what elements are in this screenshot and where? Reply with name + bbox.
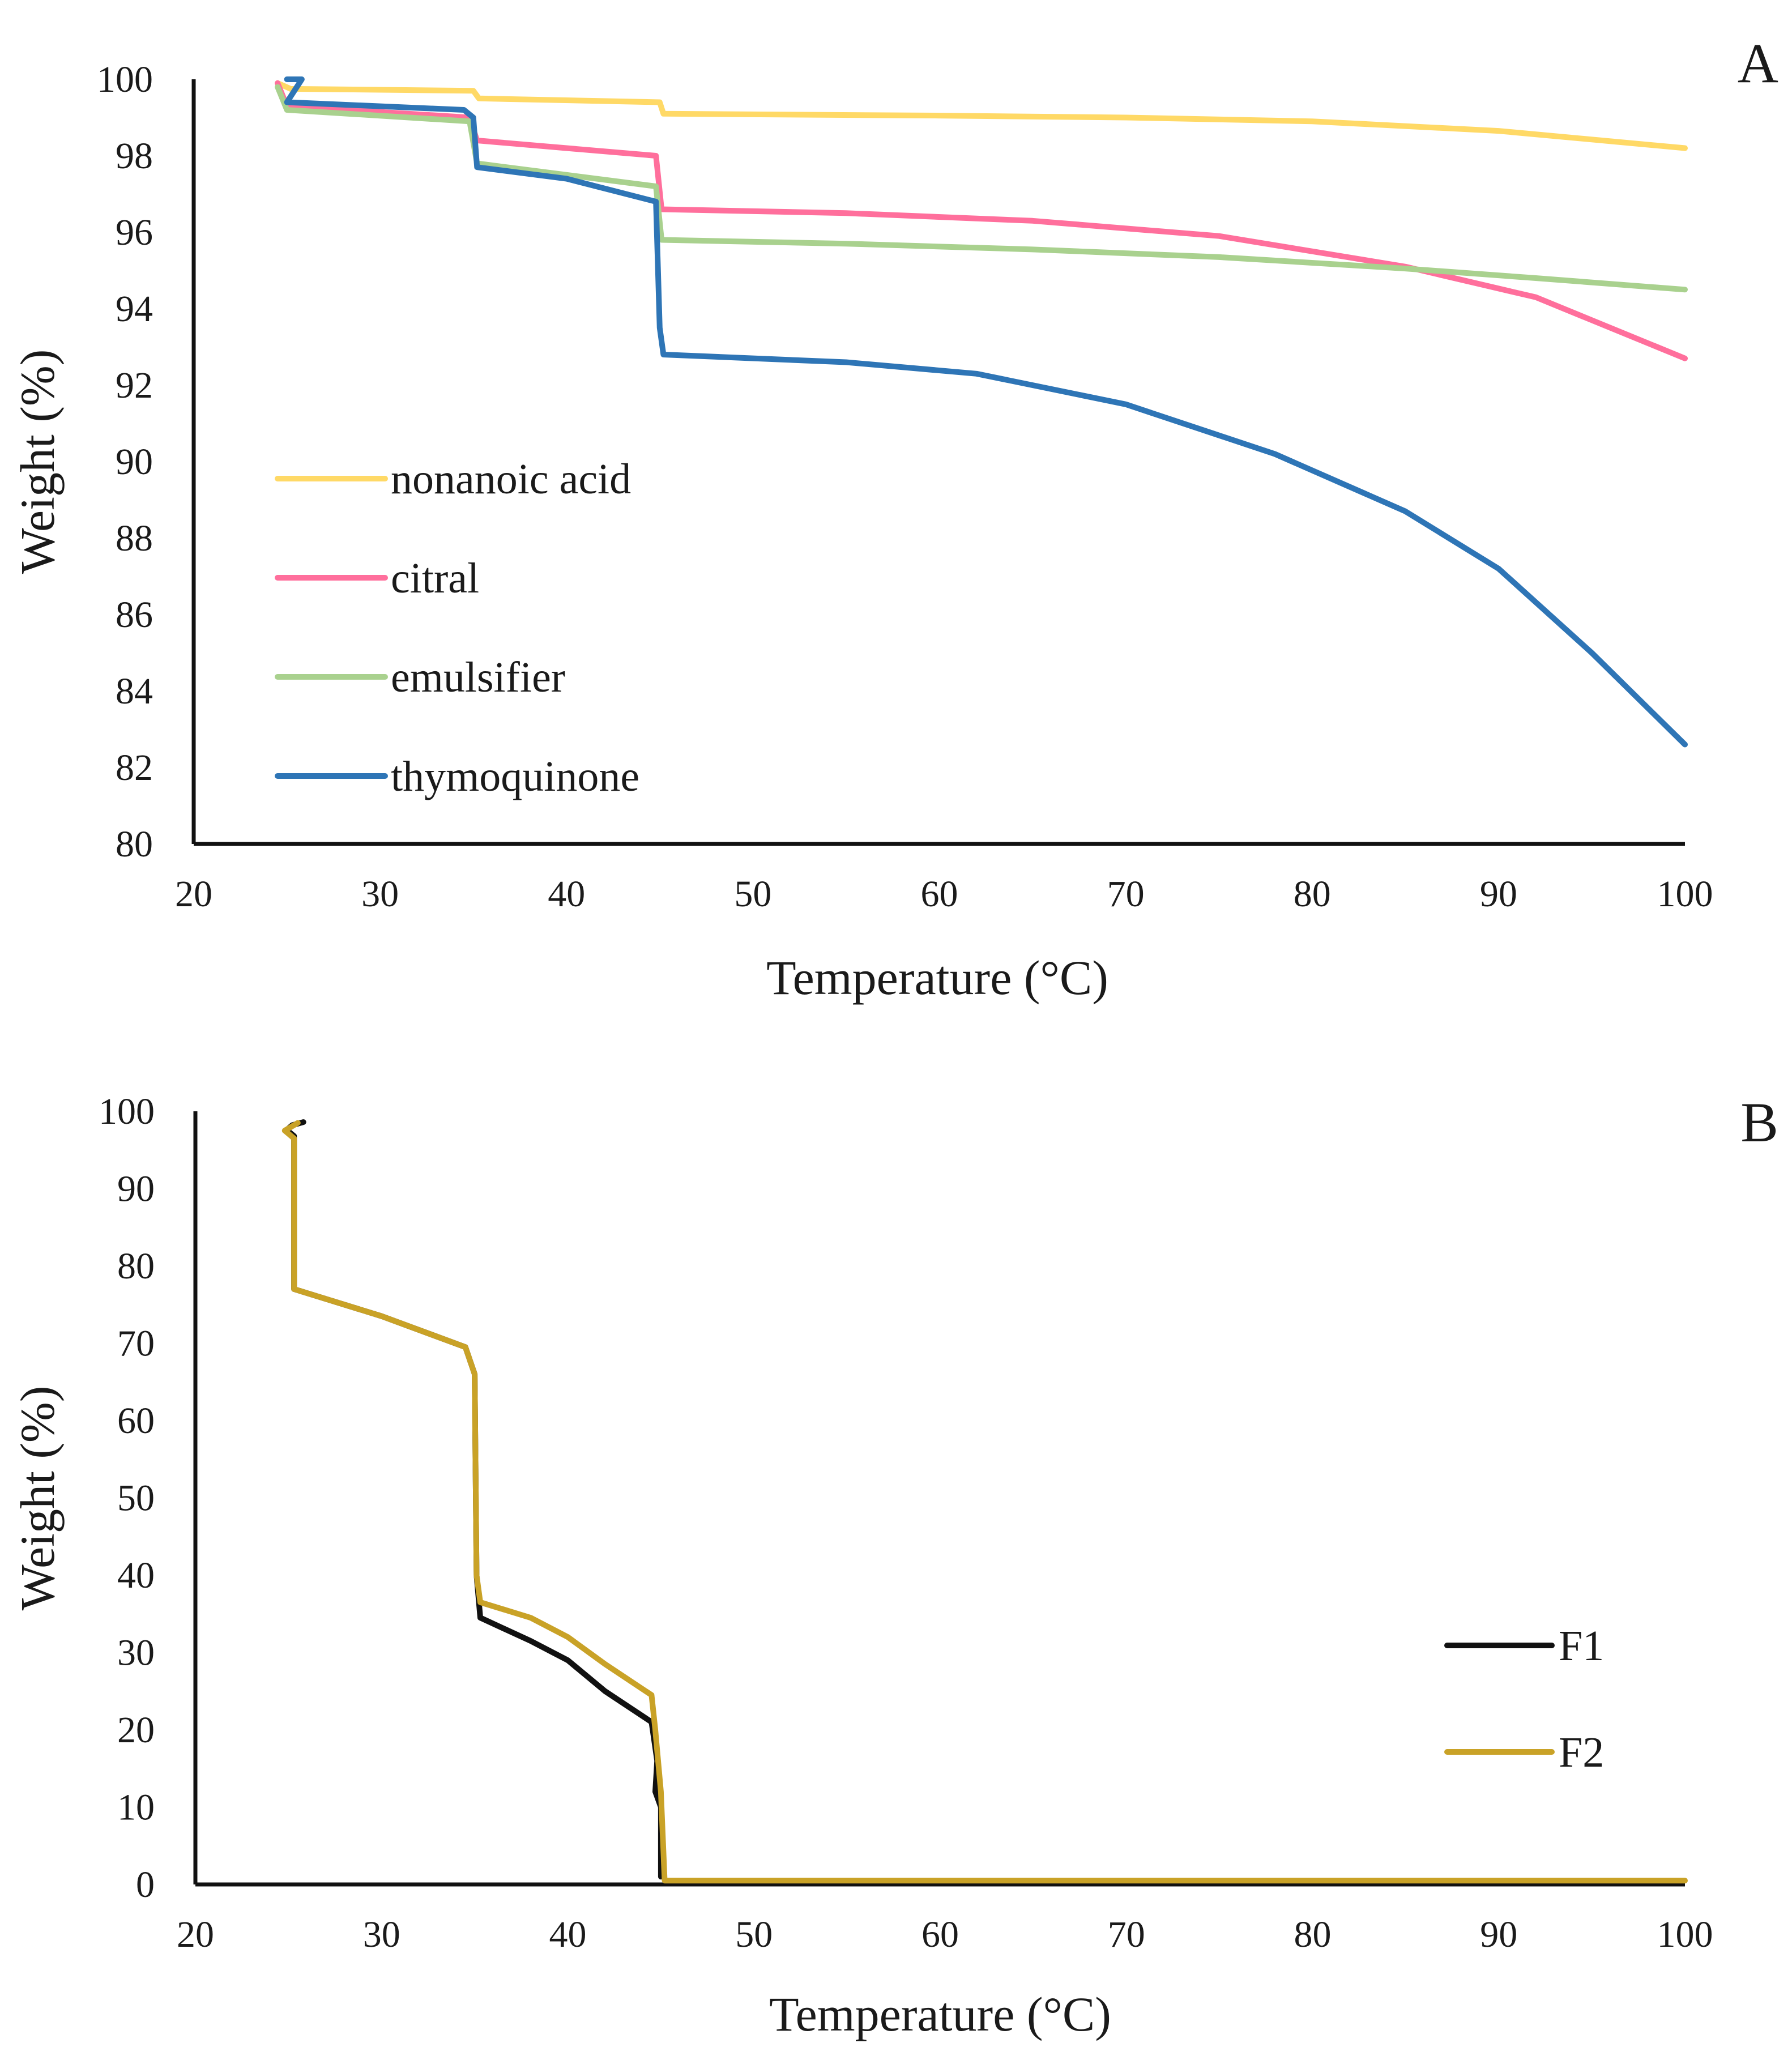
panel-b-y-tick-label: 0 — [136, 1864, 155, 1905]
panel-b-y-tick-label: 90 — [117, 1169, 155, 1210]
panel-b-x-tick-label: 30 — [363, 1914, 400, 1955]
panel-a-y-tick-label: 92 — [116, 365, 153, 406]
panel-a-y-tick-label: 86 — [116, 594, 153, 636]
panel-a-series-lines — [275, 76, 1688, 748]
panel-a-y-tick-label: 82 — [116, 747, 153, 788]
legend-label-f2: F2 — [1559, 1729, 1604, 1776]
panel-b-plot-area — [193, 1111, 1685, 1887]
panel-b-x-tick-label: 60 — [921, 1914, 959, 1955]
series-line-thymoquinone — [284, 76, 1688, 748]
panel-a: 80 82 84 86 88 90 92 94 96 98 100 20 30 40 50 60 70 80 90… — [10, 32, 1778, 1005]
panel-b-x-axis-title: Temperature (°C) — [769, 1987, 1111, 2041]
panel-a-x-tick-label: 20 — [175, 873, 212, 915]
panel-a-x-tick-label: 60 — [921, 873, 958, 915]
series-line-citral — [275, 80, 1688, 361]
panel-b-y-tick-labels: 0 10 20 30 40 50 60 70 80 90 100 — [99, 1091, 155, 1905]
panel-b-x-tick-labels: 20 30 40 50 60 70 80 90 100 — [177, 1914, 1713, 1955]
panel-b-x-tick-label: 80 — [1294, 1914, 1332, 1955]
panel-b-y-tick-label: 100 — [99, 1091, 155, 1132]
legend-label-f1: F1 — [1559, 1622, 1604, 1670]
panel-a-y-tick-label: 94 — [116, 288, 153, 330]
panel-b-y-tick-label: 20 — [117, 1709, 155, 1751]
panel-b-x-tick-label: 40 — [549, 1914, 587, 1955]
legend-label-citral: citral — [391, 555, 479, 602]
panel-a-y-tick-label: 98 — [116, 135, 153, 177]
panel-a-x-tick-label: 90 — [1480, 873, 1517, 915]
panel-a-x-tick-label: 80 — [1294, 873, 1331, 915]
panel-a-y-tick-label: 96 — [116, 212, 153, 253]
panel-a-legend: nonanoic acid citral emulsifier thymoquinon… — [275, 455, 639, 800]
panel-a-x-axis-title: Temperature (°C) — [766, 950, 1108, 1005]
panel-a-y-tick-label: 88 — [116, 518, 153, 559]
panel-a-x-tick-label: 70 — [1107, 873, 1145, 915]
panel-a-x-tick-label: 40 — [548, 873, 585, 915]
panel-a-y-tick-label: 80 — [116, 824, 153, 865]
panel-a-x-tick-label: 50 — [734, 873, 771, 915]
panel-a-y-tick-label: 90 — [116, 441, 153, 483]
panel-a-letter: A — [1738, 32, 1778, 95]
panel-b-x-tick-label: 70 — [1108, 1914, 1145, 1955]
panel-a-y-tick-labels: 80 82 84 86 88 90 92 94 96 98 100 — [97, 59, 153, 865]
panel-a-x-tick-label: 100 — [1657, 873, 1713, 915]
panel-b-y-tick-label: 10 — [117, 1787, 155, 1828]
panel-b-x-tick-label: 20 — [177, 1914, 214, 1955]
legend-label-nonanoic-acid: nonanoic acid — [391, 455, 631, 503]
series-line-f2 — [281, 1120, 1688, 1884]
panel-b-y-tick-label: 80 — [117, 1246, 155, 1287]
panel-b-y-tick-label: 60 — [117, 1400, 155, 1442]
panel-a-plot-area — [191, 79, 1685, 846]
panel-b-x-tick-label: 100 — [1657, 1914, 1713, 1955]
panel-b-x-tick-label: 90 — [1480, 1914, 1517, 1955]
legend-label-emulsifier: emulsifier — [391, 654, 565, 701]
panel-b-y-tick-label: 30 — [117, 1632, 155, 1674]
panel-b-letter: B — [1740, 1091, 1778, 1154]
panel-a-y-tick-label: 100 — [97, 59, 153, 100]
panel-b-y-tick-label: 70 — [117, 1323, 155, 1364]
panel-b-y-axis-title: Weight (%) — [10, 1386, 65, 1611]
panel-a-x-tick-label: 30 — [361, 873, 399, 915]
panel-b-y-tick-label: 40 — [117, 1555, 155, 1596]
series-line-emulsifier — [275, 84, 1688, 293]
panel-a-y-axis-title: Weight (%) — [10, 349, 65, 574]
panel-b-series-lines — [281, 1119, 1688, 1884]
series-line-nonanoic-acid — [275, 80, 1688, 151]
panel-b: 0 10 20 30 40 50 60 70 80 90 100 20 30 40 50 60 70 80 90 1… — [10, 1091, 1778, 2041]
panel-a-x-tick-labels: 20 30 40 50 60 70 80 90 100 — [175, 873, 1713, 915]
legend-label-thymoquinone: thymoquinone — [391, 753, 639, 800]
panel-a-y-tick-label: 84 — [116, 671, 153, 712]
panel-b-legend: F1 F2 — [1444, 1622, 1604, 1776]
panel-b-y-tick-label: 50 — [117, 1478, 155, 1519]
panel-b-x-tick-label: 50 — [735, 1914, 773, 1955]
